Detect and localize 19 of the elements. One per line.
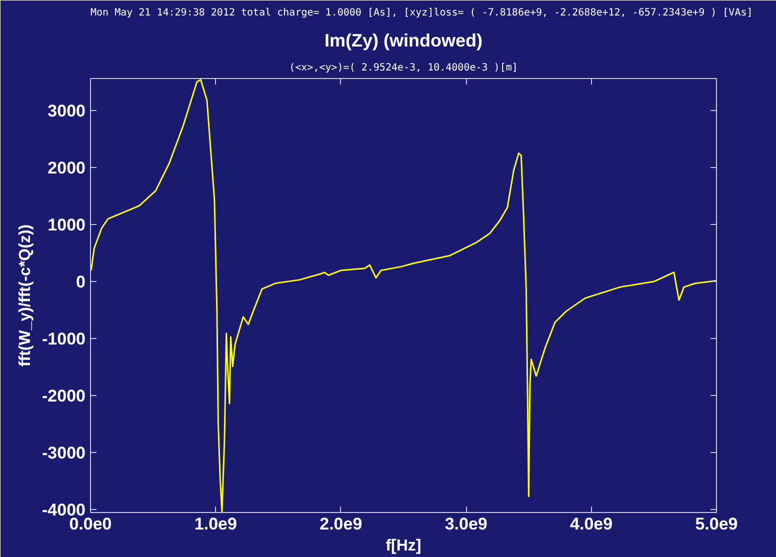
x-axis-title: f[Hz]	[386, 538, 422, 554]
x-tick-label: 5.0e9	[695, 514, 738, 534]
y-tick-label: -1000	[42, 330, 86, 349]
line-series	[90, 78, 716, 512]
text: Mon May 21 14:29:38 2012 total charge= 1.0000 [As], [xyz]loss= ( -7.8186e+9, -2.2688e+12, -657.2343e+9 ) [VAs]	[90, 8, 753, 18]
x-tick-label: 2.0e9	[320, 514, 362, 534]
y-tick-label: 2000	[48, 158, 86, 178]
x-tick-label: 1.0e9	[194, 514, 237, 534]
y-tick-label: 0	[76, 272, 86, 292]
y-axis-title: fft(W_y)/fft(-c*Q(z))	[17, 224, 34, 367]
y-tick-label: -2000	[42, 386, 86, 406]
x-tick-label: 3.0e9	[444, 514, 488, 534]
x-tick-label: 0.0e0	[69, 514, 112, 534]
x-tick-label: 4.0e9	[570, 514, 613, 534]
y-tick-label: 1000	[48, 215, 86, 234]
chart-title: Im(Zy) (windowed)	[324, 30, 482, 50]
chart-subtitle: (<x>,<y>)=( 2.9524e-3, 10.4000e-3 )[m]	[289, 62, 518, 74]
y-tick-label: -3000	[42, 444, 86, 463]
y-tick-label: 3000	[48, 101, 86, 120]
